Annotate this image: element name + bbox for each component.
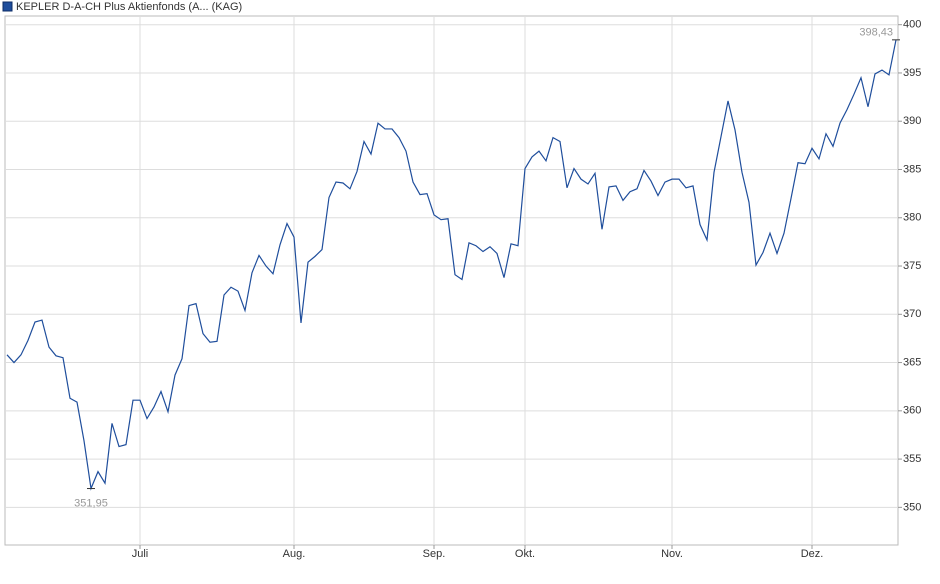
- x-tick-label: Okt.: [515, 548, 535, 560]
- y-tick-label: 375: [903, 260, 921, 272]
- x-tick-label: Juli: [132, 548, 149, 560]
- value-label: 351,95: [74, 497, 108, 509]
- legend-swatch: [2, 1, 13, 12]
- y-tick-label: 380: [903, 212, 921, 224]
- x-tick-label: Nov.: [661, 548, 683, 560]
- y-tick-label: 350: [903, 501, 921, 513]
- y-tick-label: 370: [903, 308, 921, 320]
- y-tick-label: 395: [903, 67, 921, 79]
- y-tick-label: 390: [903, 115, 921, 127]
- legend-label: KEPLER D-A-CH Plus Aktienfonds (A... (KA…: [16, 1, 242, 13]
- y-tick-label: 360: [903, 405, 921, 417]
- x-tick-label: Aug.: [283, 548, 306, 560]
- x-tick-label: Sep.: [423, 548, 446, 560]
- plot-frame: [4, 15, 899, 546]
- value-label: 398,43: [859, 27, 893, 39]
- y-tick-label: 355: [903, 453, 921, 465]
- y-tick-label: 385: [903, 163, 921, 175]
- y-tick-label: 400: [903, 19, 921, 31]
- x-tick-label: Dez.: [801, 548, 824, 560]
- y-tick-label: 365: [903, 356, 921, 368]
- series-line: [6, 39, 897, 491]
